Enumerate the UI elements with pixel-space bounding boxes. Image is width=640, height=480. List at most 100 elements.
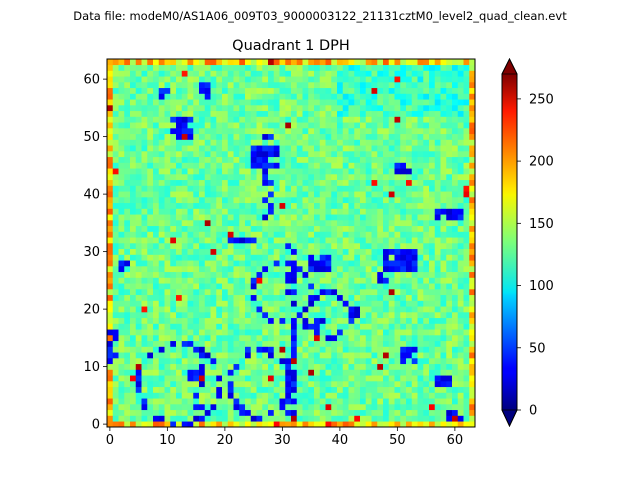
heatmap-cell	[135, 415, 142, 422]
heatmap-cell	[360, 283, 367, 290]
heatmap-cell	[377, 191, 384, 198]
heatmap-cell	[342, 421, 349, 428]
heatmap-cell	[463, 214, 470, 221]
heatmap-cell	[216, 369, 223, 376]
heatmap-cell	[406, 312, 413, 319]
heatmap-cell	[227, 64, 234, 71]
heatmap-cell	[388, 174, 395, 181]
heatmap-cell	[118, 398, 125, 405]
heatmap-cell	[377, 283, 384, 290]
heatmap-cell	[147, 87, 154, 94]
heatmap-cell	[233, 375, 240, 382]
heatmap-cell	[411, 369, 418, 376]
heatmap-cell	[394, 133, 401, 140]
heatmap-cell	[394, 421, 401, 428]
heatmap-cell	[394, 243, 401, 250]
heatmap-cell	[308, 116, 315, 123]
heatmap-cell	[406, 225, 413, 232]
heatmap-cell	[222, 271, 229, 278]
heatmap-cell	[446, 283, 453, 290]
heatmap-cell	[365, 116, 372, 123]
heatmap-cell	[164, 404, 171, 411]
heatmap-cell	[216, 283, 223, 290]
heatmap-cell	[291, 248, 298, 255]
heatmap-cell	[302, 381, 309, 388]
heatmap-cell	[434, 271, 441, 278]
heatmap-cell	[233, 168, 240, 175]
heatmap-cell	[204, 369, 211, 376]
heatmap-cell	[279, 156, 286, 163]
heatmap-cell	[279, 294, 286, 301]
heatmap-cell	[325, 277, 332, 284]
heatmap-cell	[469, 248, 476, 255]
heatmap-cell	[279, 139, 286, 146]
heatmap-cell	[147, 294, 154, 301]
heatmap-cell	[406, 248, 413, 255]
heatmap-cell	[383, 93, 390, 100]
colorbar-tick-label: 100	[529, 279, 554, 294]
heatmap-cell	[360, 289, 367, 296]
heatmap-cell	[245, 116, 252, 123]
heatmap-cell	[273, 99, 280, 106]
heatmap-cell	[118, 243, 125, 250]
heatmap-cell	[354, 179, 361, 186]
heatmap-cell	[170, 237, 177, 244]
heatmap-cell	[107, 139, 114, 146]
heatmap-cell	[181, 87, 188, 94]
heatmap-cell	[394, 277, 401, 284]
heatmap-cell	[273, 409, 280, 416]
colorbar-tick-label: 50	[529, 341, 546, 356]
heatmap-cell	[216, 386, 223, 393]
heatmap-cell	[164, 306, 171, 313]
heatmap-cell	[452, 93, 459, 100]
heatmap-cell	[158, 87, 165, 94]
heatmap-cell	[187, 93, 194, 100]
heatmap-cell	[308, 335, 315, 342]
heatmap-cell	[331, 352, 338, 359]
heatmap-cell	[124, 133, 131, 140]
heatmap-cell	[239, 59, 246, 66]
heatmap-cell	[193, 409, 200, 416]
heatmap-cell	[314, 231, 321, 238]
heatmap-cell	[204, 266, 211, 273]
heatmap-cell	[417, 156, 424, 163]
heatmap-cell	[348, 220, 355, 227]
heatmap-cell	[285, 168, 292, 175]
heatmap-cell	[394, 404, 401, 411]
heatmap-cell	[245, 421, 252, 428]
heatmap-cell	[337, 363, 344, 370]
heatmap-cell	[176, 335, 183, 342]
heatmap-cell	[256, 128, 263, 135]
heatmap-cell	[239, 70, 246, 77]
heatmap-cell	[423, 248, 430, 255]
heatmap-cell	[176, 156, 183, 163]
heatmap-cell	[187, 306, 194, 313]
heatmap-cell	[394, 231, 401, 238]
heatmap-cell	[325, 116, 332, 123]
heatmap-cell	[337, 202, 344, 209]
heatmap-cell	[371, 87, 378, 94]
heatmap-cell	[388, 128, 395, 135]
heatmap-cell	[314, 358, 321, 365]
heatmap-cell	[348, 381, 355, 388]
heatmap-cell	[262, 271, 269, 278]
heatmap-cell	[112, 156, 119, 163]
heatmap-cell	[170, 82, 177, 89]
heatmap-cell	[394, 64, 401, 71]
heatmap-cell	[365, 168, 372, 175]
heatmap-cell	[400, 145, 407, 152]
heatmap-cell	[394, 168, 401, 175]
heatmap-cell	[222, 392, 229, 399]
heatmap-cell	[325, 99, 332, 106]
heatmap-cell	[342, 208, 349, 215]
heatmap-cell	[457, 174, 464, 181]
heatmap-cell	[285, 162, 292, 169]
heatmap-cell	[354, 260, 361, 267]
heatmap-cell	[365, 151, 372, 158]
heatmap-cell	[377, 340, 384, 347]
heatmap-cell	[394, 392, 401, 399]
heatmap-cell	[130, 289, 137, 296]
heatmap-cell	[400, 323, 407, 330]
heatmap-cell	[245, 289, 252, 296]
heatmap-cell	[107, 386, 114, 393]
